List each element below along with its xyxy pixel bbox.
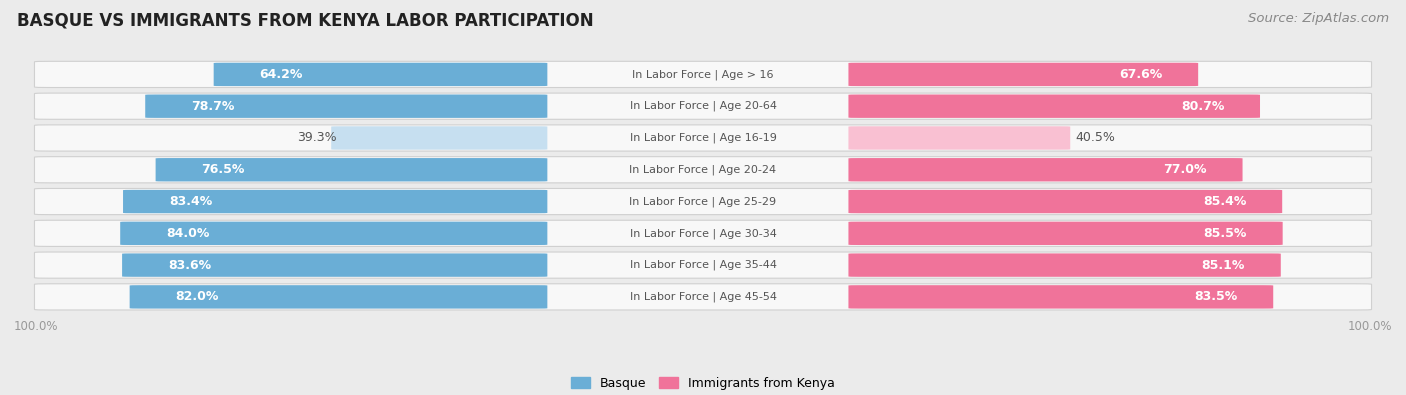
Text: 83.6%: 83.6%	[169, 259, 211, 272]
FancyBboxPatch shape	[848, 126, 1070, 150]
FancyBboxPatch shape	[848, 63, 1198, 86]
Text: In Labor Force | Age > 16: In Labor Force | Age > 16	[633, 69, 773, 80]
FancyBboxPatch shape	[35, 61, 1371, 88]
Text: Source: ZipAtlas.com: Source: ZipAtlas.com	[1249, 12, 1389, 25]
Text: 82.0%: 82.0%	[176, 290, 219, 303]
Text: 85.1%: 85.1%	[1202, 259, 1246, 272]
FancyBboxPatch shape	[848, 94, 1260, 118]
Text: 76.5%: 76.5%	[201, 163, 245, 176]
FancyBboxPatch shape	[848, 158, 1243, 181]
Text: 84.0%: 84.0%	[166, 227, 209, 240]
Text: 40.5%: 40.5%	[1076, 132, 1115, 145]
FancyBboxPatch shape	[214, 63, 547, 86]
Text: 64.2%: 64.2%	[260, 68, 302, 81]
FancyBboxPatch shape	[35, 284, 1371, 310]
FancyBboxPatch shape	[35, 220, 1371, 246]
Text: In Labor Force | Age 20-64: In Labor Force | Age 20-64	[630, 101, 776, 111]
Text: 100.0%: 100.0%	[1347, 320, 1392, 333]
Text: In Labor Force | Age 45-54: In Labor Force | Age 45-54	[630, 292, 776, 302]
Text: 83.5%: 83.5%	[1194, 290, 1237, 303]
FancyBboxPatch shape	[129, 285, 547, 308]
Text: 85.5%: 85.5%	[1204, 227, 1247, 240]
Text: 77.0%: 77.0%	[1163, 163, 1206, 176]
Text: BASQUE VS IMMIGRANTS FROM KENYA LABOR PARTICIPATION: BASQUE VS IMMIGRANTS FROM KENYA LABOR PA…	[17, 12, 593, 30]
FancyBboxPatch shape	[848, 285, 1274, 308]
Text: In Labor Force | Age 30-34: In Labor Force | Age 30-34	[630, 228, 776, 239]
FancyBboxPatch shape	[145, 94, 547, 118]
FancyBboxPatch shape	[848, 222, 1282, 245]
Legend: Basque, Immigrants from Kenya: Basque, Immigrants from Kenya	[567, 372, 839, 395]
Text: 39.3%: 39.3%	[297, 132, 336, 145]
FancyBboxPatch shape	[332, 126, 547, 150]
Text: In Labor Force | Age 20-24: In Labor Force | Age 20-24	[630, 164, 776, 175]
FancyBboxPatch shape	[156, 158, 547, 181]
Text: In Labor Force | Age 16-19: In Labor Force | Age 16-19	[630, 133, 776, 143]
FancyBboxPatch shape	[35, 125, 1371, 151]
Text: 100.0%: 100.0%	[14, 320, 59, 333]
Text: 80.7%: 80.7%	[1181, 100, 1225, 113]
FancyBboxPatch shape	[35, 157, 1371, 183]
FancyBboxPatch shape	[35, 93, 1371, 119]
FancyBboxPatch shape	[120, 222, 547, 245]
FancyBboxPatch shape	[848, 254, 1281, 277]
FancyBboxPatch shape	[35, 252, 1371, 278]
Text: 83.4%: 83.4%	[169, 195, 212, 208]
FancyBboxPatch shape	[35, 188, 1371, 214]
Text: 78.7%: 78.7%	[191, 100, 235, 113]
Text: In Labor Force | Age 25-29: In Labor Force | Age 25-29	[630, 196, 776, 207]
FancyBboxPatch shape	[124, 190, 547, 213]
Text: 67.6%: 67.6%	[1119, 68, 1163, 81]
FancyBboxPatch shape	[848, 190, 1282, 213]
Text: In Labor Force | Age 35-44: In Labor Force | Age 35-44	[630, 260, 776, 270]
Text: 85.4%: 85.4%	[1204, 195, 1247, 208]
FancyBboxPatch shape	[122, 254, 547, 277]
